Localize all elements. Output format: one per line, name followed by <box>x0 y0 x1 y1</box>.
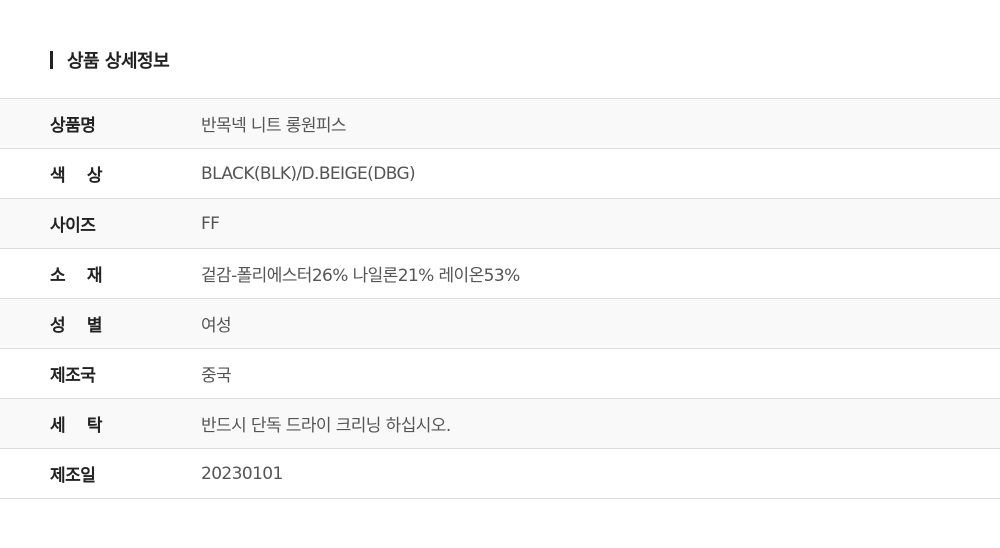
section-header: 상품 상세정보 <box>50 49 170 72</box>
row-value: 반드시 단독 드라이 크리닝 하십시오. <box>201 416 451 436</box>
section-title: 상품 상세정보 <box>67 51 170 72</box>
table-row-material: 소 재 겉감-폴리에스터26% 나일론21% 레이온53% <box>0 249 1000 299</box>
row-label: 소 재 <box>50 266 103 286</box>
row-value: BLACK(BLK)/D.BEIGE(DBG) <box>201 163 416 184</box>
row-label: 제조국 <box>50 366 96 386</box>
row-value: 반목넥 니트 롱원피스 <box>201 116 347 136</box>
table-row-washing: 세 탁 반드시 단독 드라이 크리닝 하십시오. <box>0 399 1000 449</box>
table-row-manufacture-date: 제조일 20230101 <box>0 449 1000 499</box>
row-label: 세 탁 <box>50 416 103 436</box>
row-label: 상품명 <box>50 116 96 136</box>
row-value: 여성 <box>201 316 232 336</box>
row-value: 중국 <box>201 366 232 386</box>
row-label: 사이즈 <box>50 216 96 236</box>
row-value: 20230101 <box>201 463 283 484</box>
product-info-table: 상품명 반목넥 니트 롱원피스 색 상 BLACK(BLK)/D.BEIGE(D… <box>0 98 1000 499</box>
table-row-product-name: 상품명 반목넥 니트 롱원피스 <box>0 99 1000 149</box>
row-label: 색 상 <box>50 166 103 186</box>
table-row-country: 제조국 중국 <box>0 349 1000 399</box>
title-bar-marker <box>50 51 53 69</box>
table-row-gender: 성 별 여성 <box>0 299 1000 349</box>
row-label: 성 별 <box>50 316 103 336</box>
row-value: 겉감-폴리에스터26% 나일론21% 레이온53% <box>201 266 520 286</box>
row-value: FF <box>201 213 220 234</box>
table-row-color: 색 상 BLACK(BLK)/D.BEIGE(DBG) <box>0 149 1000 199</box>
table-row-size: 사이즈 FF <box>0 199 1000 249</box>
row-label: 제조일 <box>50 466 96 486</box>
